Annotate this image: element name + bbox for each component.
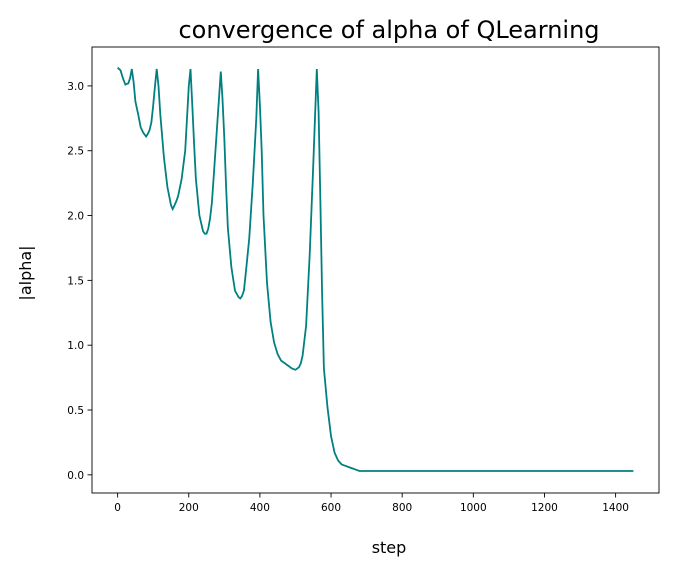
x-tick-label: 1200	[531, 502, 558, 514]
y-tick-label: 1.5	[67, 275, 84, 287]
x-tick-label: 600	[321, 502, 341, 514]
y-tick-label: 0.0	[67, 470, 84, 482]
y-axis: 0.0 0.5 1.0 1.5 2.0 2.5 3.0	[67, 81, 92, 482]
y-tick-label: 2.0	[67, 211, 84, 223]
x-axis-label: step	[372, 538, 407, 557]
x-tick-label: 1400	[602, 502, 629, 514]
x-tick-label: 1000	[460, 502, 487, 514]
y-tick-label: 2.5	[67, 146, 84, 158]
y-axis-label: |alpha|	[16, 245, 35, 300]
x-tick-label: 400	[250, 502, 270, 514]
y-tick-label: 1.0	[67, 340, 84, 352]
x-tick-label: 200	[179, 502, 199, 514]
chart-title: convergence of alpha of QLearning	[178, 16, 599, 44]
y-tick-label: 0.5	[67, 405, 84, 417]
plot-frame	[91, 46, 660, 494]
x-tick-label: 0	[114, 502, 121, 514]
y-tick-label: 3.0	[67, 81, 84, 93]
x-tick-label: 800	[392, 502, 412, 514]
series-line	[116, 67, 634, 472]
x-axis: 0 200 400 600 800 1000 1200 1400	[114, 493, 629, 514]
plot-area: 0 200 400 600 800 1000 1200 1400 0.0 0.5 1.0 1.5 2.…	[67, 46, 660, 514]
